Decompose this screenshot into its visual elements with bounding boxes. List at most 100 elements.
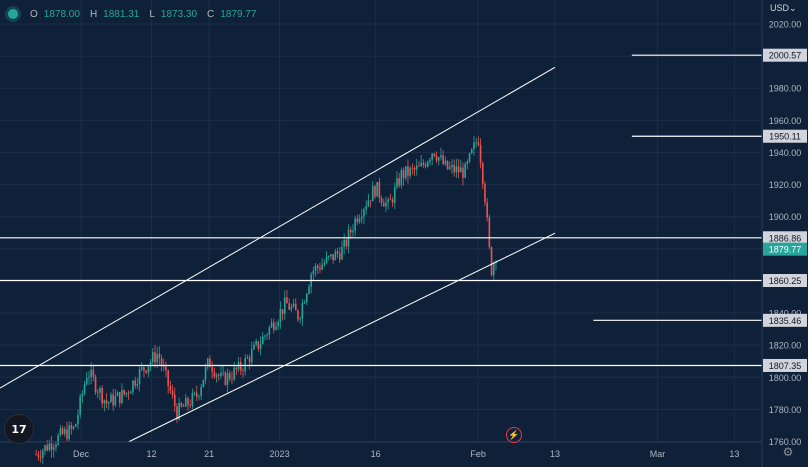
candle-body <box>134 380 136 386</box>
high-key: H <box>89 8 98 20</box>
candle-body <box>354 218 356 231</box>
candle-body <box>118 392 121 404</box>
candle-body <box>70 425 73 429</box>
candle-body <box>330 254 332 257</box>
time-tick-label: 2023 <box>270 449 290 459</box>
candle-body <box>35 454 37 456</box>
candle-body <box>187 397 189 406</box>
candle-body <box>283 297 286 314</box>
candle-body <box>158 353 161 359</box>
candle-body <box>209 358 211 367</box>
time-tick-label: 13 <box>550 449 560 459</box>
candle-body <box>484 183 486 203</box>
candle-body <box>400 170 403 186</box>
level-label-bg <box>763 48 807 62</box>
candle-body <box>297 310 299 320</box>
price-tick-label: 1840.00 <box>769 309 802 319</box>
candle-body <box>275 326 277 330</box>
candle-body <box>316 265 319 268</box>
candle-body <box>413 167 416 170</box>
candle-body <box>426 161 429 167</box>
time-tick-label: 16 <box>371 449 381 459</box>
candle-body <box>371 186 374 202</box>
candles <box>35 135 497 465</box>
tradingview-logo-icon[interactable]: 17 <box>4 414 34 444</box>
time-axis[interactable]: Dec 12 21 2023 16 Feb 13 Mar 13 <box>73 449 739 459</box>
candle-body <box>147 366 150 373</box>
candle-body <box>81 393 84 397</box>
candle-body <box>389 199 392 201</box>
level-label: 1860.25 <box>769 276 802 286</box>
candle-body <box>455 166 458 173</box>
candle-body <box>338 253 341 260</box>
candle-body <box>272 322 275 330</box>
close-value: 1879.77 <box>220 8 257 20</box>
level-label-bg <box>763 231 807 245</box>
candle-body <box>321 264 323 270</box>
candle-body <box>369 200 372 202</box>
candle-body <box>290 306 293 310</box>
candle-body <box>74 424 77 427</box>
current-price-label: 1879.77 <box>769 245 802 255</box>
flash-event-icon[interactable]: ⚡ <box>506 427 522 443</box>
candle-body <box>136 383 139 386</box>
candle-body <box>248 357 251 363</box>
candle-body <box>415 165 418 170</box>
time-tick-label: 12 <box>146 449 156 459</box>
candle-body <box>424 164 427 167</box>
candle-body <box>202 379 205 388</box>
candle-body <box>195 392 198 397</box>
candle-body <box>140 367 143 370</box>
channel-lines <box>0 66 556 443</box>
channel-line-lower[interactable] <box>128 232 556 443</box>
candle-body <box>171 390 174 395</box>
candle-body <box>325 256 328 263</box>
candle-body <box>77 414 79 425</box>
candle-body <box>332 254 334 261</box>
candle-body <box>37 454 40 457</box>
price-tick-label: 1760.00 <box>769 437 802 447</box>
candle-body <box>279 309 282 322</box>
candle-body <box>88 377 90 378</box>
market-status-icon <box>8 9 18 19</box>
candle-body <box>259 344 262 349</box>
candle-body <box>121 389 123 404</box>
candle-body <box>101 388 103 404</box>
candle-body <box>264 335 266 337</box>
candle-body <box>213 371 216 377</box>
channel-line-upper[interactable] <box>0 66 556 389</box>
currency-selector[interactable]: USD⌄ <box>770 3 797 14</box>
candle-body <box>266 334 268 336</box>
candle-body <box>41 450 44 458</box>
candle-body <box>457 166 460 173</box>
candle-body <box>156 353 158 363</box>
candle-body <box>123 389 125 395</box>
candle-body <box>149 362 152 367</box>
price-tick-label: 1940.00 <box>769 148 802 158</box>
candle-body <box>363 209 365 217</box>
candle-body <box>391 199 394 203</box>
candle-body <box>277 321 279 327</box>
candle-body <box>376 182 378 197</box>
candle-body <box>162 365 165 367</box>
candle-body <box>217 374 220 376</box>
candle-body <box>200 387 202 396</box>
candle-body <box>261 336 264 345</box>
candle-body <box>387 199 389 203</box>
candle-body <box>374 186 376 197</box>
candle-body <box>323 262 326 265</box>
horizontal-levels <box>0 54 762 367</box>
candle-body <box>94 376 97 393</box>
candle-body <box>204 367 207 380</box>
candle-body <box>239 361 242 371</box>
candle-body <box>110 394 112 403</box>
gear-icon[interactable]: ⚙ <box>782 445 794 459</box>
candle-body <box>404 166 407 179</box>
level-label: 2000.57 <box>769 51 802 61</box>
candle-body <box>440 155 442 158</box>
candle-body <box>492 263 495 276</box>
price-tick-label: 1780.00 <box>769 405 802 415</box>
candle-body <box>138 369 141 384</box>
candle-body <box>257 341 260 349</box>
